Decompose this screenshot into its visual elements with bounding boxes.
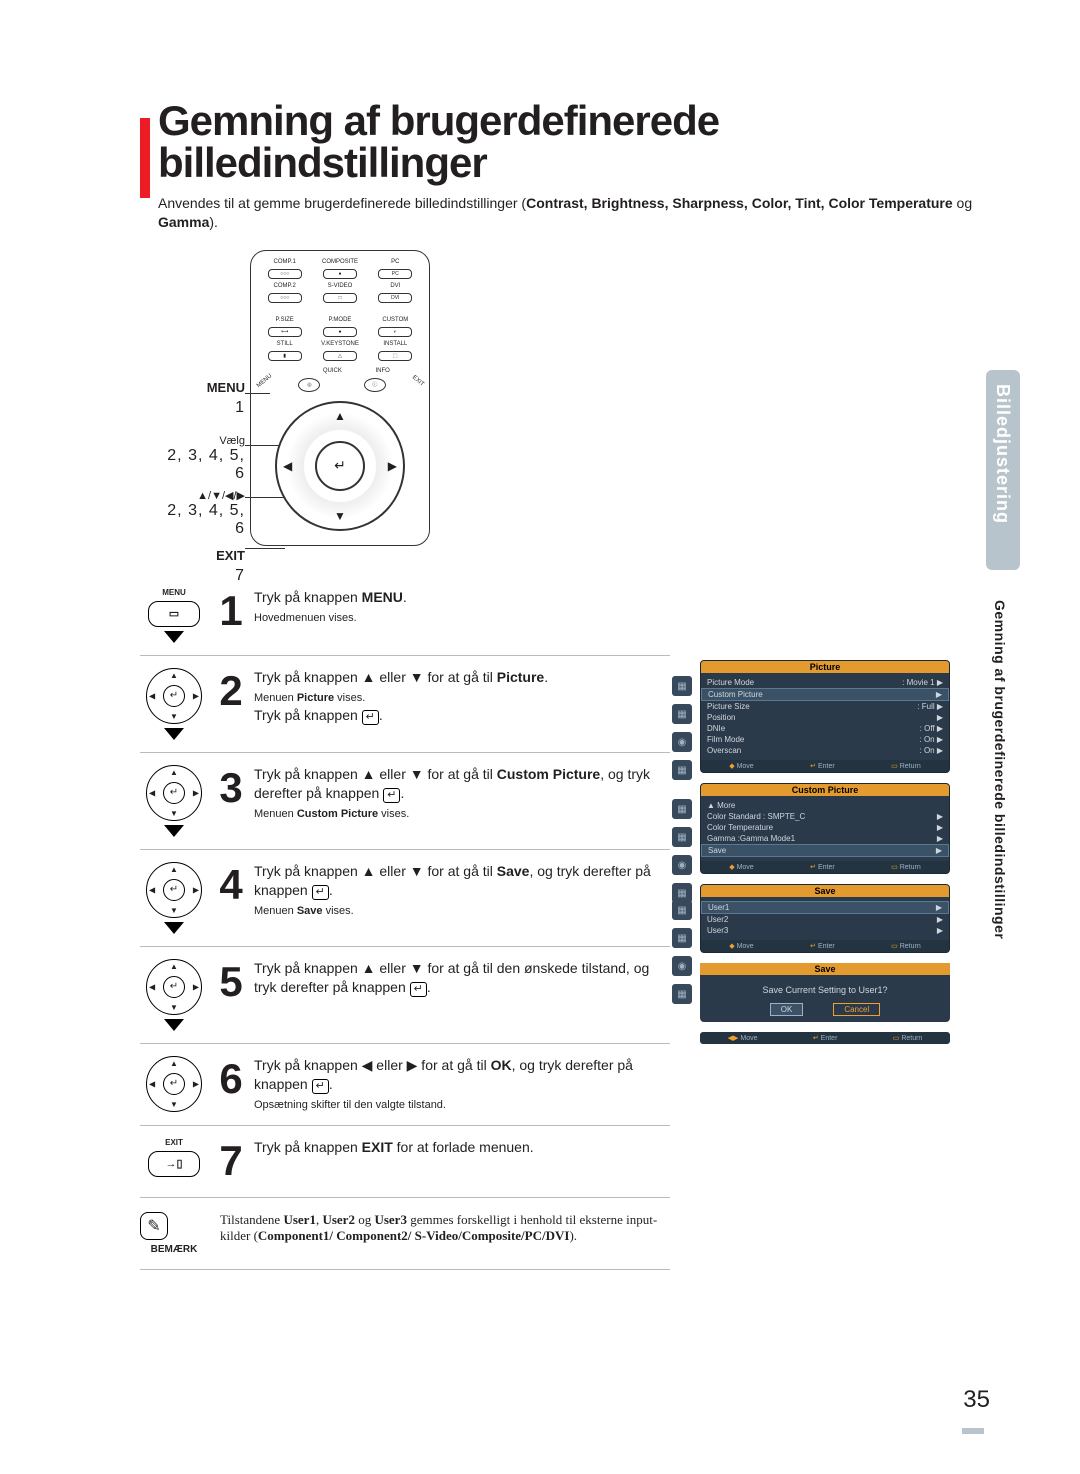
osd-ok-button: OK: [770, 1003, 804, 1016]
step-number: 7: [208, 1138, 254, 1182]
osd-column: ▦ ▦ ◉ ▦ Picture Picture Mode: Movie 1 ▶C…: [700, 660, 950, 1044]
osd-category-icon: ▦: [672, 760, 692, 780]
step-row: ▲▼◀▶↵ 4 Tryk på knappen ▲ eller ▼ for at…: [140, 850, 670, 947]
osd-cancel-button: Cancel: [833, 1003, 880, 1016]
osd-category-icon: ▦: [672, 799, 692, 819]
step-number: 1: [208, 588, 254, 632]
enter-icon: ↵: [383, 788, 400, 803]
exit-button-icon: →▯: [148, 1151, 200, 1177]
dpad-icon: ▲▼◀▶↵: [146, 959, 202, 1015]
label-arrows: ▲/▼/◀/▶: [160, 489, 245, 502]
osd-panel-custom-picture: Custom Picture ▲ More Color Standard : S…: [700, 783, 950, 874]
title-accent-bar: [140, 118, 150, 198]
step-row: ▲▼◀▶↵ 6 Tryk på knappen ◀ eller ▶ for at…: [140, 1044, 670, 1126]
osd-category-icon: ▦: [672, 704, 692, 724]
step-number: 4: [208, 862, 254, 906]
label-exit: EXIT: [160, 548, 245, 563]
dpad-icon: ▲▼◀▶↵: [146, 862, 202, 918]
step-row: ▲▼◀▶↵ 3 Tryk på knappen ▲ eller ▼ for at…: [140, 753, 670, 850]
enter-icon: ↵: [362, 710, 379, 725]
label-exit-num: 7: [160, 567, 245, 585]
label-vaelg: Vælg: [160, 435, 245, 447]
osd-confirm-dialog: Save Save Current Setting to User1? OK C…: [700, 963, 950, 1022]
osd-category-icon: ▦: [672, 827, 692, 847]
enter-icon: ↵: [312, 1079, 329, 1094]
down-arrow-icon: [164, 631, 184, 643]
note-row: ✎ BEMÆRK Tilstandene User1, User2 og Use…: [140, 1202, 670, 1270]
osd-category-icon: ◉: [672, 956, 692, 976]
step-number: 6: [208, 1056, 254, 1100]
note-icon: ✎: [140, 1212, 168, 1240]
note-label: BEMÆRK: [140, 1244, 208, 1255]
label-menu-num: 1: [160, 399, 245, 417]
step-row: MENU ▭ 1 Tryk på knappen MENU. Hovedmenu…: [140, 576, 670, 656]
label-nums-b: 2, 3, 4, 5, 6: [160, 502, 245, 538]
osd-panel-picture: Picture Picture Mode: Movie 1 ▶Custom Pi…: [700, 660, 950, 773]
osd-panel-save: Save User1 ▶User2 ▶User3 ▶ ◆ Move↵ Enter…: [700, 884, 950, 953]
dpad-icon: ▲▼◀▶↵: [146, 765, 202, 821]
remote-diagram: MENU 1 Vælg 2, 3, 4, 5, 6 ▲/▼/◀/▶ 2, 3, …: [170, 250, 470, 546]
step-row: ▲▼◀▶↵ 5 Tryk på knappen ▲ eller ▼ for at…: [140, 947, 670, 1044]
step-number: 2: [208, 668, 254, 712]
osd-category-icon: ▦: [672, 676, 692, 696]
step-number: 5: [208, 959, 254, 1003]
menu-button-icon: ▭: [148, 601, 200, 627]
remote-outline: COMP.1COMPOSITEPC ○○○●PC COMP.2S-VIDEODV…: [250, 250, 430, 546]
label-nums-a: 2, 3, 4, 5, 6: [160, 447, 245, 483]
dpad-icon: ▲ ▼ ◀ ▶ ↵: [275, 401, 405, 531]
step-row: EXIT →▯ 7 Tryk på knappen EXIT for at fo…: [140, 1126, 670, 1198]
running-head: Gemning af brugerdefinerede billedindsti…: [992, 600, 1008, 939]
down-arrow-icon: [164, 825, 184, 837]
osd-category-icon: ▦: [672, 900, 692, 920]
page-number: 35: [963, 1386, 990, 1414]
label-menu: MENU: [160, 380, 245, 395]
osd-category-icon: ◉: [672, 732, 692, 752]
enter-icon: ↵: [312, 885, 329, 900]
step-row: ▲▼◀▶↵ 2 Tryk på knappen ▲ eller ▼ for at…: [140, 656, 670, 753]
note-text: Tilstandene User1, User2 og User3 gemmes…: [220, 1212, 670, 1246]
osd-category-icon: ▦: [672, 928, 692, 948]
dpad-icon: ▲▼◀▶↵: [146, 668, 202, 724]
osd-category-icon: ◉: [672, 855, 692, 875]
osd-category-icon: ▦: [672, 984, 692, 1004]
down-arrow-icon: [164, 922, 184, 934]
section-tab: Billedjustering: [986, 370, 1020, 570]
page-title: Gemning af brugerdefinerede billedindsti…: [158, 100, 1000, 184]
down-arrow-icon: [164, 728, 184, 740]
intro-text: Anvendes til at gemme brugerdefinerede b…: [158, 194, 1000, 232]
page-bar-icon: [962, 1428, 984, 1434]
down-arrow-icon: [164, 1019, 184, 1031]
dpad-icon: ▲▼◀▶↵: [146, 1056, 202, 1112]
enter-icon: ↵: [410, 982, 427, 997]
step-number: 3: [208, 765, 254, 809]
steps-list: MENU ▭ 1 Tryk på knappen MENU. Hovedmenu…: [140, 576, 670, 1270]
